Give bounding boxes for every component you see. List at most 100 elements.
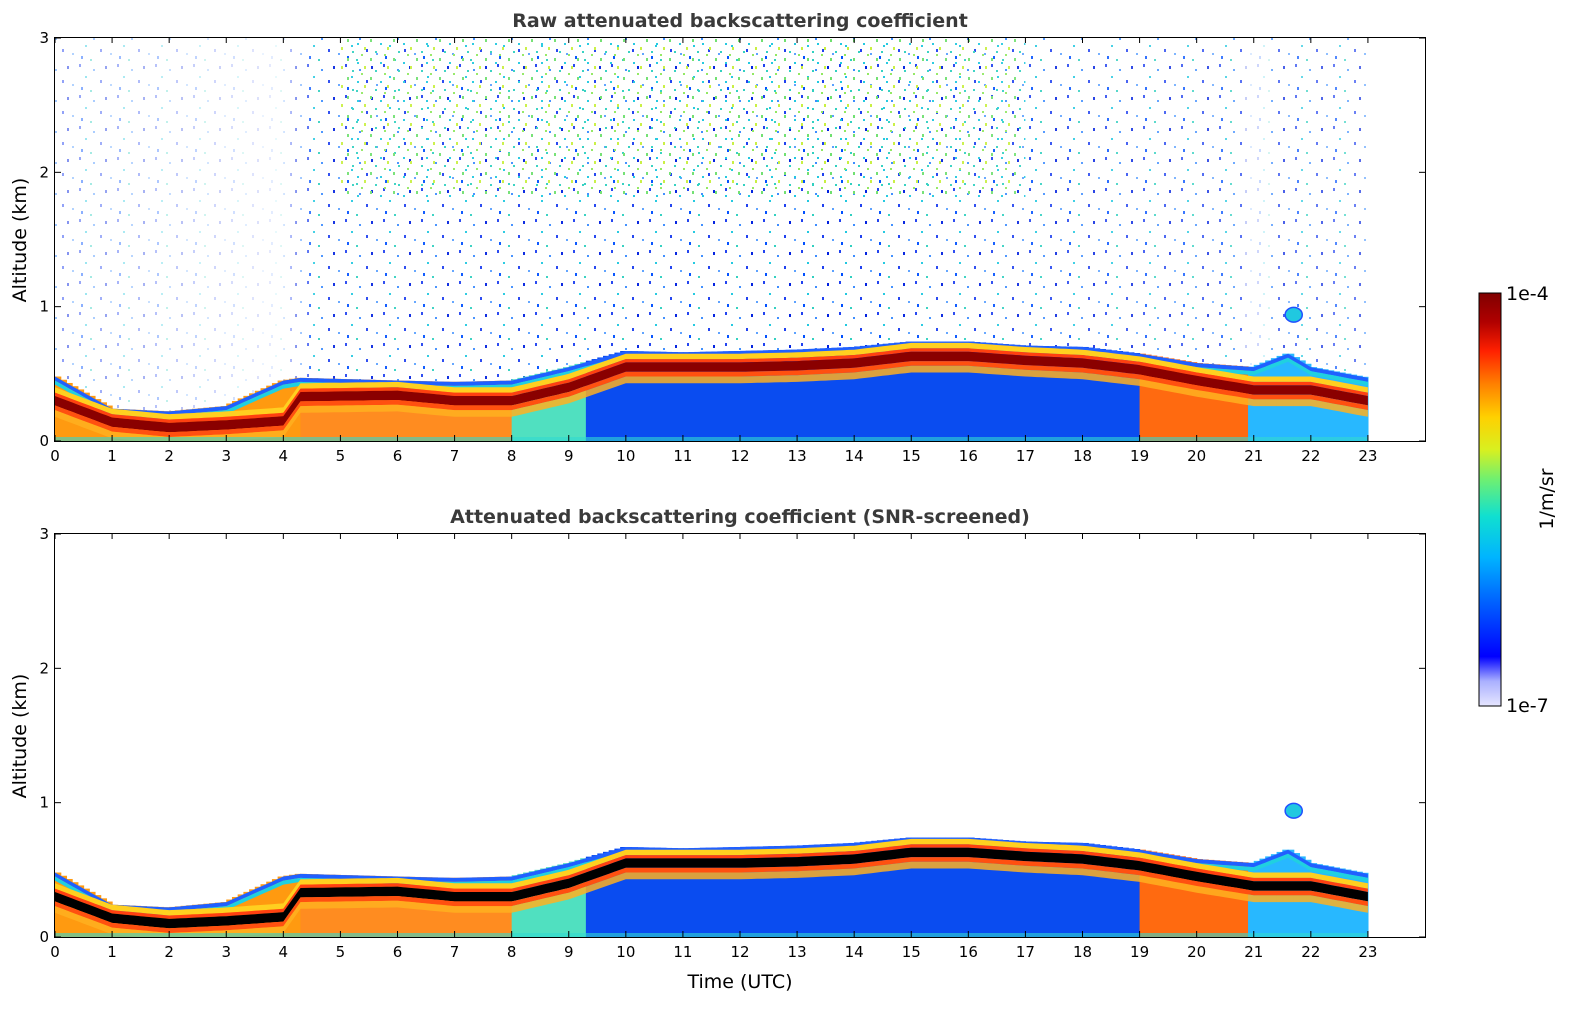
layer-column [608,354,616,441]
layer-column [859,841,867,937]
x-tick-label: 1 [107,943,117,961]
layer-column [688,352,695,441]
colorbar-max-label: 1e-4 [1506,283,1549,305]
y-tick-label: 3 [39,29,49,47]
layer-column [768,846,775,937]
layer-column [642,351,650,441]
layer-column [682,848,690,937]
layer-column [825,844,832,937]
layer-column [1128,848,1135,937]
layer-column [620,846,627,937]
layer-column [1133,849,1141,937]
layer-column [757,350,764,441]
layer-column [603,355,610,441]
layer-column [677,848,684,937]
layer-column [842,843,850,937]
layer-column [899,838,907,937]
layer-column [1179,856,1186,937]
layer-column [1048,346,1055,441]
colorbar-min-label: 1e-7 [1506,695,1549,717]
layer-column [1105,845,1112,937]
panel-title: Raw attenuated backscattering coefficien… [512,10,968,32]
layer-column [740,846,747,937]
y-axis: 0 1 2 3 [39,525,1425,946]
layer-column [591,359,598,441]
plot-frame [54,37,1426,442]
layer-column [882,343,890,441]
x-tick-label: 15 [902,943,921,961]
layer-column [979,342,987,441]
layer-column [945,341,952,441]
layer-column [631,351,638,441]
layer-column [837,843,844,937]
elevated-feature [1284,306,1304,323]
layer-column [568,365,576,441]
layer-column [1008,344,1015,441]
layer-column [637,351,644,441]
y-tick-label: 1 [39,794,49,812]
layer-column [974,837,981,937]
x-tick-label: 0 [50,447,60,465]
layer-column [905,837,912,937]
layer-column [974,341,981,441]
layer-column [734,846,741,937]
layer-column [1071,346,1078,441]
layer-column [1225,861,1232,937]
layer-column [871,344,878,441]
x-tick-label: 15 [902,447,921,465]
x-tick-label: 12 [730,943,749,961]
layer-column [597,357,604,441]
x-tick-label: 14 [845,943,864,961]
y-tick-label: 2 [39,163,49,181]
layer-column [808,348,815,441]
x-tick-label: 16 [959,447,978,465]
ground-stripe [55,437,1368,441]
layer-column [660,847,667,937]
x-tick-label: 5 [336,447,346,465]
layer-column [945,837,952,937]
layer-column [1139,849,1146,937]
layer-column [1162,853,1169,937]
layer-column [1145,850,1152,937]
x-tick-label: 11 [673,447,692,465]
layer-column [1019,345,1027,441]
layer-column [608,850,616,937]
x-tick-label: 8 [507,943,517,961]
colorbar-gradient [1478,292,1502,707]
layer-column [1002,344,1009,441]
layer-column [1048,842,1055,937]
layer-column [837,347,844,441]
x-tick-label: 13 [788,447,807,465]
x-axis: 0 1 2 3 4 5 6 7 8 9 10 11 12 13 14 15 16 17 18 19 20 21 22 23 [50,534,1377,961]
x-tick-label: 2 [164,943,174,961]
y-tick-label: 1 [39,298,49,316]
layer-column [888,839,895,937]
layer-column [625,846,633,937]
x-tick-label: 16 [959,943,978,961]
layer-column [717,847,724,937]
layer-column [991,839,998,937]
x-tick-label: 22 [1301,447,1320,465]
elevated-feature [1284,802,1304,819]
snr-screened-panel: Attenuated backscattering coefficient (S… [9,506,1426,993]
layer-column [899,342,907,441]
x-tick-label: 2 [164,447,174,465]
x-tick-label: 22 [1301,943,1320,961]
layer-column [751,846,758,937]
layer-column [951,341,958,441]
layer-column [1122,847,1129,937]
layer-column [722,847,730,937]
x-tick-label: 21 [1244,943,1263,961]
layer-column [591,855,598,937]
layer-column [1230,861,1238,937]
layer-column [1185,857,1192,937]
y-tick-label: 0 [39,928,49,946]
layer-column [740,350,747,441]
layer-column [734,350,741,441]
layer-column [877,840,884,937]
layer-column [968,341,975,441]
layer-column [939,837,947,937]
layer-column [1168,358,1175,441]
layer-column [614,352,621,441]
layer-column [1042,346,1049,441]
